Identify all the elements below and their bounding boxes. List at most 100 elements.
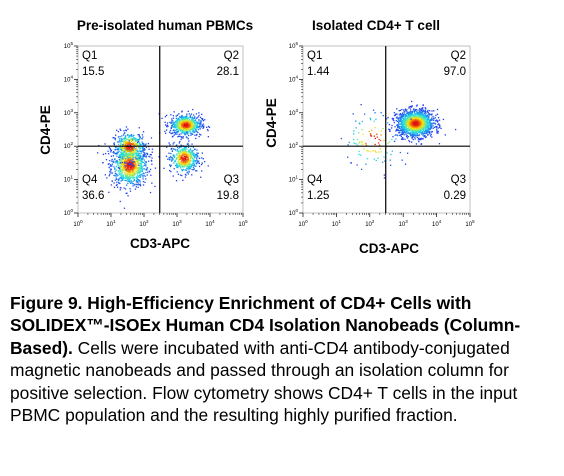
event-dot <box>170 122 172 124</box>
event-dot <box>114 137 116 139</box>
event-dot <box>145 164 147 166</box>
event-dot <box>185 155 187 157</box>
event-dot <box>429 122 432 125</box>
event-dot <box>425 113 427 115</box>
event-dot <box>200 163 203 166</box>
event-dot <box>127 128 129 130</box>
event-dot <box>148 155 150 158</box>
event-dot <box>360 104 362 106</box>
event-dot <box>126 192 128 194</box>
event-dot <box>125 142 127 144</box>
event-dot <box>176 125 178 127</box>
event-dot <box>415 118 417 120</box>
event-dot <box>422 123 425 125</box>
event-dot <box>122 144 124 147</box>
event-dot <box>135 153 137 155</box>
event-dot <box>146 169 148 171</box>
event-dot <box>406 137 409 139</box>
event-dot <box>177 150 180 152</box>
event-dot <box>123 171 125 174</box>
event-dot <box>125 129 127 131</box>
event-dot <box>128 180 130 182</box>
event-dot <box>416 129 418 131</box>
event-dot <box>191 128 193 130</box>
event-dot <box>122 166 124 168</box>
event-dot <box>402 132 405 134</box>
event-dot <box>132 155 134 157</box>
event-dot <box>438 119 441 121</box>
event-dot <box>412 133 414 136</box>
event-dot <box>181 119 183 121</box>
event-dot <box>127 153 130 156</box>
event-dot <box>126 155 128 157</box>
event-dot <box>427 118 429 120</box>
event-dot <box>174 132 176 134</box>
event-dot <box>110 149 113 152</box>
event-dot <box>129 169 131 171</box>
event-dot <box>184 121 186 123</box>
event-dot <box>426 126 428 128</box>
event-dot <box>119 189 121 191</box>
event-dot <box>119 171 121 173</box>
event-dot <box>403 126 406 128</box>
event-dot <box>421 138 423 140</box>
event-dot <box>192 158 194 160</box>
event-dot <box>404 128 407 130</box>
event-dot <box>141 166 143 168</box>
event-dot <box>113 166 115 168</box>
event-dot <box>135 169 137 171</box>
event-dot <box>387 116 389 119</box>
event-dot <box>176 163 178 165</box>
event-dot <box>192 118 194 120</box>
event-dot <box>139 181 141 183</box>
event-dot <box>134 188 137 190</box>
event-dot <box>419 109 421 111</box>
quadrant-name-q4: Q4 <box>307 174 323 186</box>
event-dot <box>128 171 130 174</box>
event-dot <box>361 120 363 123</box>
event-dot <box>193 168 195 170</box>
event-dot <box>191 133 193 135</box>
pbmc-dot-plot-panel: Pre-isolated human PBMCsCD3-APCCD4-PE100… <box>38 18 253 251</box>
event-dot <box>191 164 194 166</box>
event-dot <box>189 129 191 131</box>
event-dot <box>121 178 124 181</box>
y-tick-label: 104 <box>64 74 74 83</box>
event-dot <box>120 187 122 189</box>
event-dot <box>180 161 182 163</box>
event-dot <box>124 165 127 167</box>
event-dot <box>178 135 180 137</box>
event-dot <box>405 124 407 126</box>
event-dot <box>201 162 203 164</box>
event-dot <box>420 121 423 123</box>
event-dot <box>379 148 381 150</box>
event-dot <box>405 123 407 125</box>
event-dot <box>145 169 147 171</box>
event-dot <box>127 167 129 169</box>
event-dot <box>127 134 129 136</box>
event-dot <box>408 106 410 108</box>
event-dot <box>151 148 154 150</box>
event-dot <box>405 110 407 112</box>
event-dot <box>185 122 187 124</box>
y-axis-label: CD4-PE <box>38 105 53 155</box>
event-dot <box>424 126 426 128</box>
event-dot <box>185 151 188 153</box>
event-dot <box>125 167 127 169</box>
event-dot <box>407 136 410 138</box>
event-dot <box>425 121 427 124</box>
event-dot <box>166 126 168 128</box>
event-dot <box>135 183 137 186</box>
event-dot <box>207 130 209 132</box>
event-dot <box>197 131 199 134</box>
event-dot <box>404 124 407 126</box>
event-dot <box>126 141 128 143</box>
event-dot <box>383 156 385 158</box>
event-dot <box>119 156 121 158</box>
event-dot <box>410 122 412 124</box>
event-dot <box>419 119 421 121</box>
event-dot <box>185 127 187 129</box>
event-dot <box>128 175 130 178</box>
event-dot <box>411 129 413 131</box>
event-dot <box>136 181 138 183</box>
